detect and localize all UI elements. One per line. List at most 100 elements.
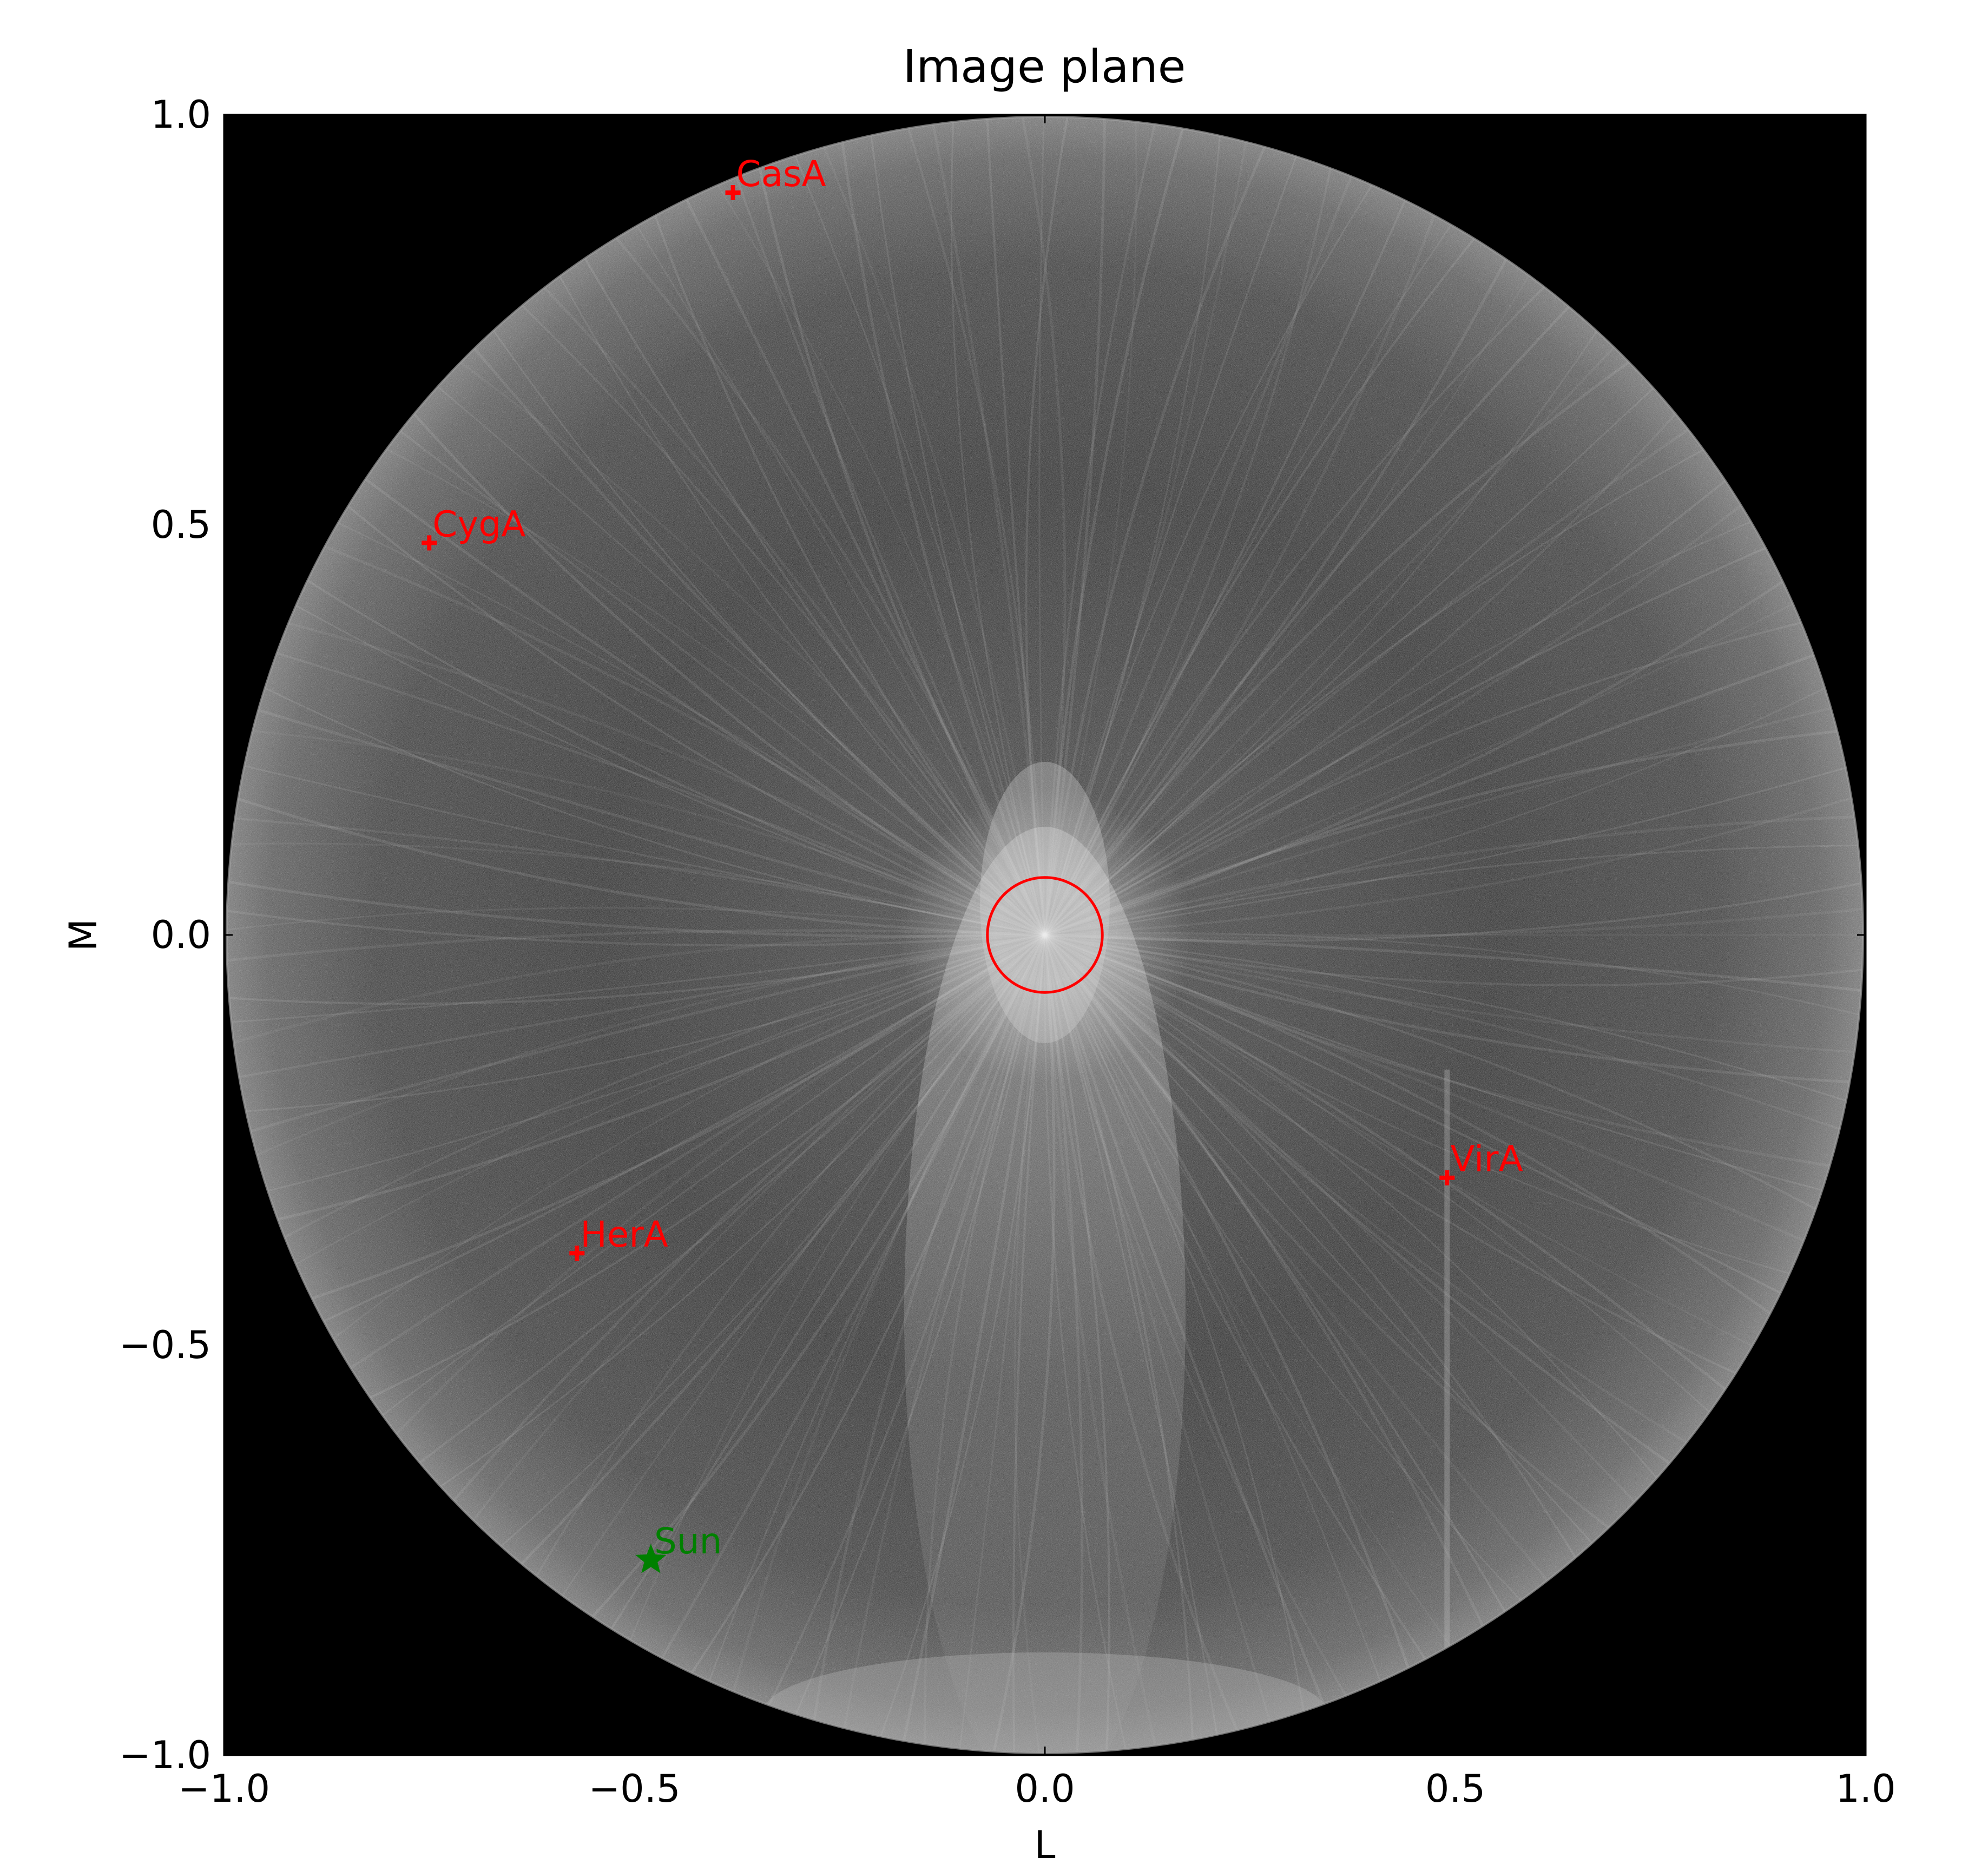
sky-ray — [1044, 453, 1758, 936]
sky-ray — [227, 669, 1045, 936]
sky-ray — [539, 239, 1046, 936]
sky-ray — [1044, 934, 1789, 1366]
sky-ray — [227, 933, 1045, 1144]
sky-ray — [1044, 359, 1684, 936]
sky-ray — [227, 697, 1045, 937]
sky-ray — [1043, 117, 1283, 935]
sky-ray — [640, 176, 1046, 936]
x-tick-label: 1.0 — [1835, 1767, 1895, 1811]
sky-ray — [1044, 239, 1551, 935]
sky-ray — [1044, 934, 1862, 1202]
y-axis-label: M — [61, 919, 106, 951]
sky-ray — [1043, 117, 1107, 935]
sky-ray — [1044, 429, 1741, 936]
sky-ray — [667, 162, 1046, 936]
source-plus-marker — [725, 185, 741, 201]
source-label: CasA — [736, 153, 826, 195]
central-plume — [904, 827, 1186, 1753]
sky-ray — [1044, 206, 1501, 935]
sky-ray — [1044, 726, 1863, 937]
source-cyga: CygA — [422, 503, 525, 551]
sky-ray — [1044, 117, 1254, 935]
sky-ray — [227, 873, 1045, 938]
sky-ray — [469, 296, 1045, 936]
sky-ray — [1044, 934, 1853, 1230]
sky-ray — [349, 429, 1046, 936]
sky-ray — [1044, 697, 1863, 936]
sky-ray — [1044, 934, 1863, 1144]
sky-ray — [1044, 933, 1758, 1417]
sky-ray — [1044, 785, 1863, 936]
sky-ray — [1044, 934, 1830, 1286]
sky-ray — [1043, 117, 1196, 935]
sky-ray — [1044, 405, 1723, 936]
sky-ray — [865, 117, 1046, 935]
sky-ray — [924, 117, 1046, 935]
source-plus-marker — [1439, 1170, 1455, 1185]
sky-ray — [227, 842, 1045, 936]
sky-ray — [1025, 117, 1076, 935]
chart-title: Image plane — [903, 40, 1186, 93]
sky-ray — [227, 934, 1045, 1173]
sky-ray — [695, 149, 1046, 935]
sky-ray — [588, 206, 1046, 936]
y-tick-label: −1.0 — [119, 1733, 211, 1777]
sky-ray — [1044, 934, 1863, 986]
sky-ray — [1044, 117, 1312, 935]
sky-ray — [227, 784, 1045, 937]
sky-ray — [563, 222, 1046, 936]
sky-ray — [315, 479, 1045, 936]
sky-ray — [259, 584, 1045, 936]
sky-ray — [1044, 904, 1863, 939]
sky-ray — [227, 934, 1045, 1085]
source-label: HerA — [580, 1214, 668, 1255]
sky-ray — [248, 934, 1045, 1258]
sky-ray — [237, 933, 1046, 1230]
phase-center-circle — [986, 876, 1104, 994]
sky-ray — [1044, 933, 1863, 1086]
plot-area: CasA CygA VirA HerA Sun — [223, 114, 1867, 1756]
sky-ray — [227, 934, 1045, 1005]
y-tick-label: −0.5 — [119, 1323, 211, 1367]
x-tick-label: −1.0 — [178, 1767, 270, 1811]
x-tick-label: 0.0 — [1015, 1767, 1075, 1811]
sky-ray — [1044, 934, 1741, 1441]
sky-ray — [1044, 117, 1166, 935]
sky-ray — [1044, 874, 1863, 942]
sky-ray — [1044, 814, 1863, 937]
sky-ray — [749, 127, 1046, 936]
sky-ray — [1044, 584, 1831, 936]
sky-ray — [227, 934, 1045, 1026]
sky-ray — [1044, 117, 1137, 935]
sky-ray — [1013, 117, 1067, 935]
sky-ray — [1044, 934, 1818, 1313]
sky-ray — [272, 557, 1045, 936]
sky-ray — [1044, 257, 1575, 936]
sky-ray — [227, 904, 1045, 947]
sky-ray — [614, 190, 1046, 935]
sky-ray — [1044, 612, 1842, 936]
sky-ray — [807, 117, 1046, 935]
sky-ray — [1044, 933, 1842, 1259]
sky-ray — [1044, 932, 1863, 1026]
sky-ray — [1044, 478, 1774, 937]
sky-ray — [492, 276, 1046, 936]
sky-ray — [227, 934, 1045, 1115]
sky-ray — [1044, 316, 1643, 936]
source-hera: HerA — [569, 1214, 668, 1261]
central-bright-region — [980, 762, 1110, 1043]
sky-ray — [227, 755, 1045, 936]
source-sun: Sun — [635, 1520, 722, 1573]
sky-ray — [1044, 934, 1863, 1115]
sky-ray — [248, 611, 1046, 937]
sky-ray — [1044, 337, 1664, 936]
sky-ray — [447, 316, 1046, 936]
sun-star-marker — [635, 1544, 667, 1573]
source-casa: CasA — [725, 153, 826, 201]
sky-image — [227, 117, 1863, 1753]
sky-ray — [1044, 296, 1621, 936]
sky-ray — [385, 381, 1046, 937]
y-axis-ticks: −1.0 −0.5 0.0 0.5 1.0 — [119, 93, 1866, 1777]
sky-ray — [1044, 933, 1805, 1340]
sky-ray — [426, 337, 1046, 936]
